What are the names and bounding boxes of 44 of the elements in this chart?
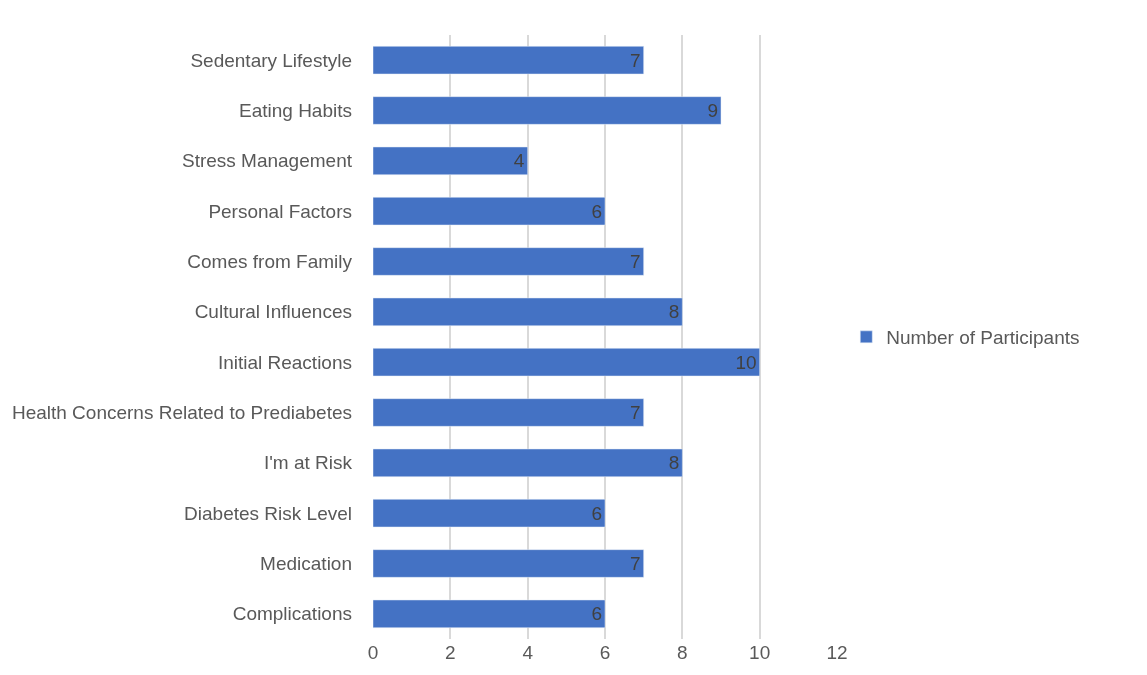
bar — [373, 297, 683, 326]
bar — [373, 46, 644, 75]
data-label: 7 — [630, 402, 641, 423]
bar — [373, 348, 760, 377]
y-tick-label: Sedentary Lifestyle — [190, 49, 352, 71]
bar — [373, 197, 606, 226]
x-tick-label: 6 — [599, 642, 611, 663]
data-label: 10 — [735, 351, 757, 373]
data-label: 8 — [668, 301, 680, 323]
bar — [373, 96, 722, 125]
x-tick-label: 8 — [677, 642, 688, 663]
y-tick-label: I'm at Risk — [263, 452, 353, 474]
x-tick-label: 4 — [522, 642, 534, 663]
legend-label: Number of Participants — [886, 327, 1080, 349]
data-label: 8 — [668, 452, 680, 474]
x-tick-label: 2 — [445, 642, 456, 663]
bar — [373, 599, 606, 628]
bar — [373, 146, 528, 175]
y-tick-label: Initial Reactions — [217, 351, 352, 373]
y-tick-label: Stress Management — [181, 150, 353, 172]
data-label: 6 — [591, 502, 602, 524]
data-label: 4 — [513, 150, 525, 172]
data-label: 7 — [630, 553, 641, 574]
bar — [373, 247, 644, 276]
bar — [373, 499, 606, 528]
bar — [373, 448, 683, 477]
data-label: 6 — [591, 603, 602, 625]
data-label: 7 — [630, 49, 641, 71]
y-tick-label: Complications — [232, 603, 352, 625]
bar — [373, 398, 644, 427]
bar — [373, 549, 644, 578]
x-tick-label: 0 — [367, 642, 379, 663]
x-tick-label: 12 — [826, 642, 848, 663]
y-tick-label: Personal Factors — [208, 200, 352, 222]
y-tick-label: Eating Habits — [238, 100, 352, 122]
y-tick-label: Diabetes Risk Level — [184, 502, 352, 524]
y-tick-label: Medication — [260, 553, 352, 575]
y-tick-label: Health Concerns Related to Prediabetes — [11, 402, 352, 424]
data-label: 9 — [707, 100, 718, 121]
y-tick-label: Cultural Influences — [194, 301, 352, 323]
data-label: 6 — [591, 200, 602, 222]
y-tick-label: Comes from Family — [187, 251, 353, 273]
data-label: 7 — [630, 251, 641, 272]
x-tick-label: 10 — [749, 642, 771, 663]
